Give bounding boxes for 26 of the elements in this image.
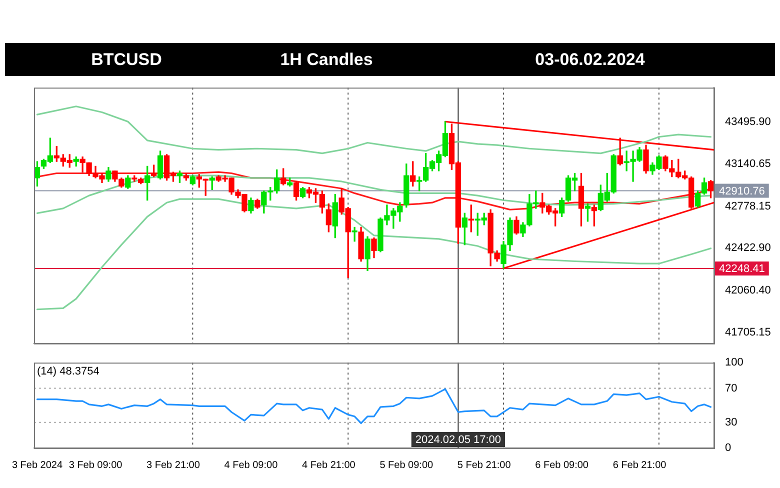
x-tick-label: 4 Feb 21:00 (302, 460, 356, 471)
x-tick-label: 3 Feb 21:00 (146, 460, 200, 471)
y-tick-label: 42422.90 (725, 242, 771, 254)
y-tick-label: 42060.40 (725, 284, 771, 297)
y-tick-label: 100 (725, 356, 744, 369)
x-tick-label: 5 Feb 21:00 (457, 460, 512, 471)
y-tick-label: 0 (725, 442, 732, 454)
y-tick-label: 43495.90 (725, 116, 771, 128)
x-tick-label: 5 Feb 09:00 (380, 460, 434, 471)
y-tick-label: 43140.65 (725, 158, 771, 170)
chart-subtitle: 1H Candles (279, 50, 374, 70)
ref-line-label: 42910.76 (719, 185, 765, 198)
x-tick-label: 3 Feb 09:00 (68, 460, 123, 471)
x-tick-label: 3 Feb 2024 (12, 460, 63, 471)
y-tick-label: 30 (725, 416, 738, 428)
ref-line-label: 42248.41 (719, 263, 765, 276)
y-tick-label: 41705.15 (725, 326, 771, 338)
chart-title: (14) 48.3754 (37, 366, 100, 378)
x-tick-label: 6 Feb 21:00 (612, 460, 667, 471)
ref-line-label: 2024.02.05 17:00 (415, 434, 502, 446)
y-tick-label: 42778.15 (725, 200, 771, 212)
y-tick-label: 70 (725, 382, 738, 394)
x-tick-label: 4 Feb 09:00 (224, 460, 278, 471)
chart-title: BTCUSD (90, 50, 163, 70)
x-tick-label: 6 Feb 09:00 (535, 460, 589, 471)
text: 03-06.02.2024 (534, 50, 646, 70)
